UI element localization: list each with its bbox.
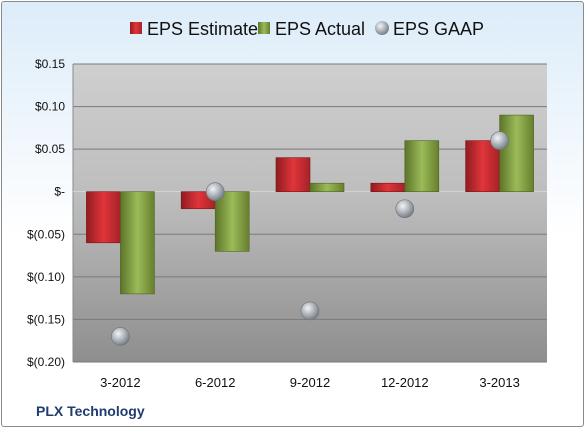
gaap-marker	[300, 301, 320, 321]
legend-swatch	[375, 21, 389, 35]
x-tick-label: 3-2012	[100, 375, 140, 390]
gaap-marker	[490, 131, 509, 150]
legend-label: EPS GAAP	[393, 19, 484, 39]
y-tick-label: $0.15	[35, 57, 65, 71]
gaap-marker	[111, 327, 130, 346]
x-tick-label: 12-2012	[381, 375, 429, 390]
y-tick-label: $(0.05)	[27, 227, 65, 241]
legend: EPS Estimate EPS Actual EPS GAAP	[130, 19, 484, 39]
actual-bar	[499, 114, 534, 193]
actual-bar	[404, 140, 440, 193]
legend-label: EPS Actual	[275, 19, 365, 39]
estimate-bar	[86, 191, 121, 244]
legend-swatch	[130, 22, 142, 34]
y-tick-label: $0.10	[35, 100, 65, 114]
legend-swatch	[258, 22, 270, 34]
actual-bar	[214, 191, 250, 252]
legend-item-actual: EPS Actual	[258, 19, 365, 39]
x-tick-label: 6-2012	[195, 375, 235, 390]
x-tick-label: 9-2012	[290, 375, 330, 390]
x-tick-label: 3-2013	[479, 375, 519, 390]
gaap-marker	[205, 182, 225, 202]
legend-label: EPS Estimate	[147, 19, 258, 39]
y-tick-label: $0.05	[35, 142, 65, 156]
y-tick-label: $(0.15)	[27, 312, 65, 326]
eps-chart: $0.15 $0.10 $0.05 $- $(0.05) $(0.10) $(0.15) $(…	[27, 19, 547, 390]
estimate-bar	[465, 140, 500, 193]
y-tick-label: $-	[54, 185, 65, 199]
legend-item-gaap: EPS GAAP	[375, 19, 484, 39]
actual-bar	[120, 191, 155, 295]
gaap-marker	[395, 199, 415, 219]
estimate-bar	[370, 182, 406, 193]
estimate-bar	[275, 157, 311, 193]
y-tick-label: $(0.20)	[27, 355, 65, 369]
y-tick-label: $(0.10)	[27, 270, 65, 284]
company-name: PLX Technology	[36, 403, 145, 419]
plot-area: $0.15 $0.10 $0.05 $- $(0.05) $(0.10) $(0.15) $(…	[27, 57, 547, 390]
legend-item-estimate: EPS Estimate	[130, 19, 258, 39]
actual-bar	[309, 182, 345, 193]
